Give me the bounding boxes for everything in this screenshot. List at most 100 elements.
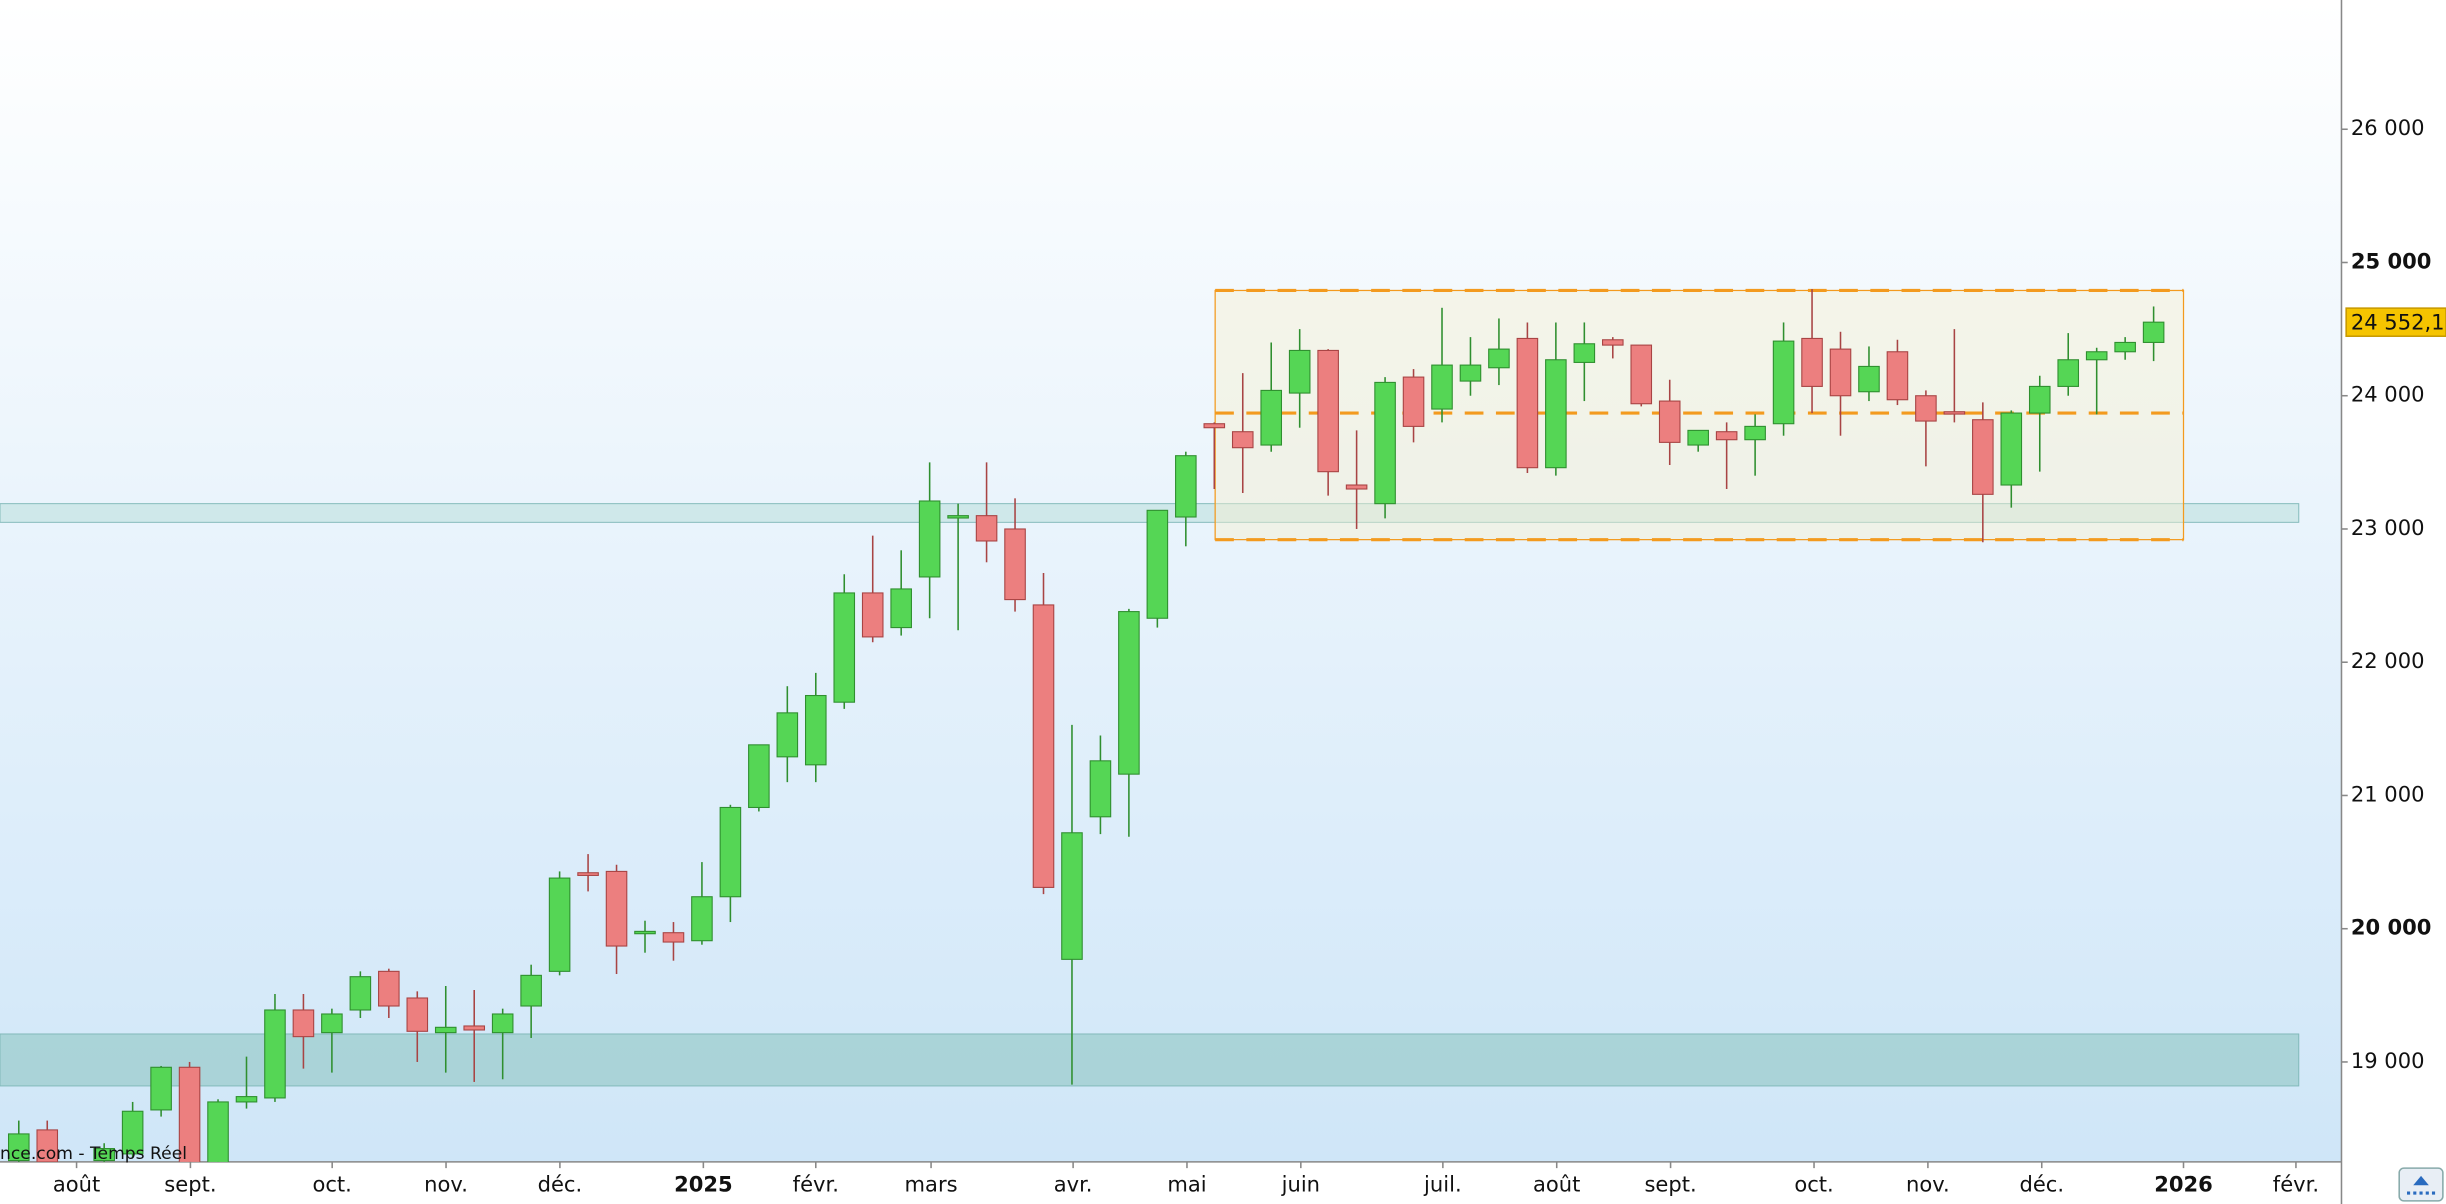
candle-body	[1061, 832, 1083, 960]
y-tick-label: 19 000	[2351, 1048, 2425, 1073]
candle-body	[1345, 484, 1368, 490]
candle-body	[947, 515, 969, 519]
candle-body	[1630, 344, 1653, 405]
candle-body	[1175, 455, 1197, 518]
candle-body	[1488, 348, 1510, 369]
candle-body	[1089, 760, 1112, 818]
scroll-icon	[2413, 1175, 2429, 1186]
candle-body	[1602, 339, 1624, 346]
candle-body	[918, 500, 941, 578]
candle-body	[378, 970, 400, 1007]
candle-body	[890, 588, 912, 629]
candle-body	[2028, 385, 2051, 414]
y-tick-label: 22 000	[2351, 648, 2425, 673]
x-tick-label: avr.	[1054, 1171, 1093, 1196]
candle-body	[748, 744, 770, 809]
candle-body	[1032, 604, 1055, 888]
x-tick-label: 2025	[674, 1171, 733, 1196]
candle-body	[121, 1110, 144, 1155]
plot-background	[0, 0, 2342, 1162]
x-tick-label: nov.	[1906, 1171, 1950, 1196]
candle-body	[1858, 365, 1880, 393]
candle-body	[491, 1013, 514, 1034]
range-box	[1214, 289, 2185, 541]
x-tick-label: août	[1533, 1171, 1580, 1196]
x-axis-panel	[0, 1161, 2342, 1204]
x-tick-label: nov.	[424, 1171, 468, 1196]
candle-body	[2085, 351, 2108, 361]
candle-body	[93, 1148, 115, 1162]
y-tick-label: 20 000	[2351, 915, 2432, 940]
x-tick-label: sept.	[164, 1171, 216, 1196]
axes: 19 000 20 000 21 000 22 000 23 000 24 000 25 0…	[0, 115, 2446, 1196]
x-tick-label: déc.	[2019, 1171, 2064, 1196]
y-axis-panel	[2341, 0, 2446, 1204]
candle-body	[406, 997, 429, 1032]
candle-body	[1260, 389, 1283, 446]
x-tick-label: déc.	[538, 1171, 583, 1196]
x-tick-label: juin	[1281, 1171, 1320, 1196]
last-price-label: 24 552,1	[2351, 310, 2445, 335]
last-price-tag	[2345, 307, 2446, 337]
candle-body	[975, 515, 998, 542]
candle-body	[2000, 412, 2023, 486]
candle-body	[1545, 359, 1567, 469]
source-label: nce.com - Temps Réel	[0, 1144, 187, 1164]
candle-body	[2057, 359, 2080, 387]
candle-body	[548, 877, 571, 972]
x-tick-label: févr.	[793, 1171, 839, 1196]
candle-body	[1431, 364, 1453, 410]
x-tick-label: mai	[1167, 1171, 1206, 1196]
x-tick-label: oct.	[1794, 1171, 1833, 1196]
candle-body	[463, 1025, 486, 1031]
plot-area	[0, 288, 2300, 1162]
candle-body	[1004, 528, 1026, 601]
candle-body	[1317, 349, 1339, 473]
candle-body	[1715, 431, 1738, 441]
x-tick-label: févr.	[2273, 1171, 2319, 1196]
candle-body	[7, 1133, 30, 1162]
candle-body	[349, 976, 372, 1011]
x-tick-label: oct.	[312, 1171, 351, 1196]
candle-body	[719, 806, 742, 898]
scroll-button[interactable]	[2398, 1167, 2444, 1202]
candle-body	[1516, 337, 1539, 469]
y-tick-label: 25 000	[2351, 248, 2432, 273]
candle-body	[434, 1026, 457, 1034]
candle-body	[1118, 611, 1140, 775]
candle-body	[1459, 364, 1482, 382]
candle-body	[264, 1009, 286, 1099]
zone	[0, 1033, 2300, 1087]
candle-body	[1374, 381, 1396, 505]
x-tick-label: sept.	[1644, 1171, 1696, 1196]
x-tick-label: juil.	[1423, 1171, 1462, 1196]
x-tick-label: 2026	[2154, 1171, 2213, 1196]
candle-body	[1687, 429, 1709, 446]
candle-body	[1203, 423, 1226, 429]
candle-body	[520, 974, 542, 1007]
candle-body	[804, 694, 827, 766]
candle-body	[1402, 376, 1425, 427]
x-tick-label: mars	[905, 1171, 958, 1196]
candle-body	[2114, 341, 2136, 353]
candle-body	[833, 592, 856, 703]
candle-body	[292, 1009, 315, 1038]
x-tick-label: août	[53, 1171, 100, 1196]
candle-body	[1288, 349, 1311, 394]
candle-body	[1772, 340, 1795, 425]
candle-body	[1231, 431, 1254, 449]
candle-body	[776, 712, 799, 758]
candle-body	[1573, 343, 1596, 363]
y-tick-label: 26 000	[2351, 115, 2425, 140]
candle-body	[1658, 400, 1681, 443]
candle-body	[1801, 337, 1823, 387]
candle-body	[2142, 321, 2165, 343]
candle-body	[1972, 419, 1994, 495]
candle-body	[605, 870, 628, 947]
candle-body	[577, 872, 599, 876]
candle-body	[1915, 395, 1937, 422]
candle-body	[36, 1129, 59, 1162]
candle-body	[634, 930, 656, 935]
candle-body	[1146, 509, 1169, 619]
